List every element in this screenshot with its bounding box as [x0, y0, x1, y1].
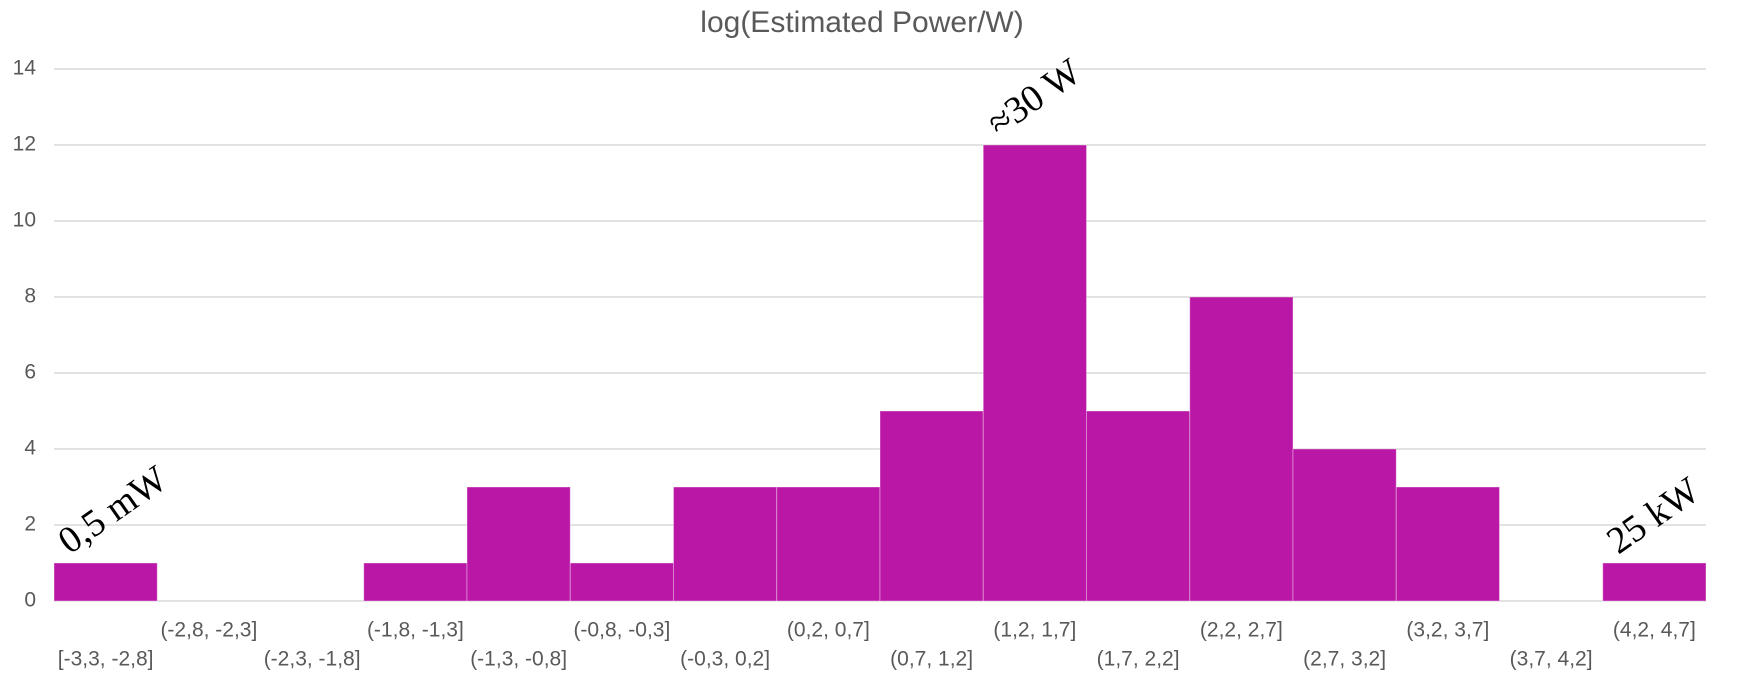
- bar: [53, 562, 158, 602]
- x-tick-label: (3,2, 3,7]: [1406, 619, 1489, 642]
- bar: [673, 486, 778, 602]
- bar: [982, 144, 1087, 602]
- x-tick-label: (-0,8, -0,3]: [573, 619, 670, 642]
- x-tick-label: (-0,3, 0,2]: [680, 648, 770, 671]
- annotation: 0,5 mW: [51, 458, 175, 563]
- annotation: ≈30 W: [980, 51, 1089, 145]
- y-tick-label: 8: [24, 285, 36, 308]
- bar: [363, 562, 468, 602]
- x-tick-label: [-3,3, -2,8]: [58, 648, 154, 671]
- x-tick-label: (-1,3, -0,8]: [470, 648, 567, 671]
- x-tick-label: (2,2, 2,7]: [1200, 619, 1283, 642]
- x-tick-label: (0,2, 0,7]: [787, 619, 870, 642]
- x-tick-label: (1,7, 2,2]: [1097, 648, 1180, 671]
- y-tick-label: 6: [24, 361, 36, 384]
- bar: [879, 410, 984, 602]
- x-tick-label: (-2,8, -2,3]: [160, 619, 257, 642]
- y-tick-label: 10: [13, 209, 36, 232]
- x-tick-label: (2,7, 3,2]: [1303, 648, 1386, 671]
- y-tick-label: 2: [24, 513, 36, 536]
- y-tick-label: 4: [24, 437, 36, 460]
- bar: [776, 486, 881, 602]
- bar: [569, 562, 674, 602]
- bar: [1395, 486, 1500, 602]
- bar: [1602, 562, 1707, 602]
- bar: [1292, 448, 1397, 602]
- bar: [1189, 296, 1294, 602]
- x-tick-label: (3,7, 4,2]: [1510, 648, 1593, 671]
- x-tick-label: (-1,8, -1,3]: [367, 619, 464, 642]
- bar: [466, 486, 571, 602]
- x-tick-label: (1,2, 1,7]: [993, 619, 1076, 642]
- x-tick-label: (-2,3, -1,8]: [264, 648, 361, 671]
- y-tick-label: 12: [13, 133, 36, 156]
- bar: [1086, 410, 1191, 602]
- chart-title: log(Estimated Power/W): [700, 6, 1023, 39]
- x-tick-label: (4,2, 4,7]: [1613, 619, 1696, 642]
- y-tick-label: 0: [24, 589, 36, 612]
- x-tick-label: (0,7, 1,2]: [890, 648, 973, 671]
- annotation: 25 kW: [1599, 469, 1707, 562]
- y-tick-label: 14: [13, 57, 37, 80]
